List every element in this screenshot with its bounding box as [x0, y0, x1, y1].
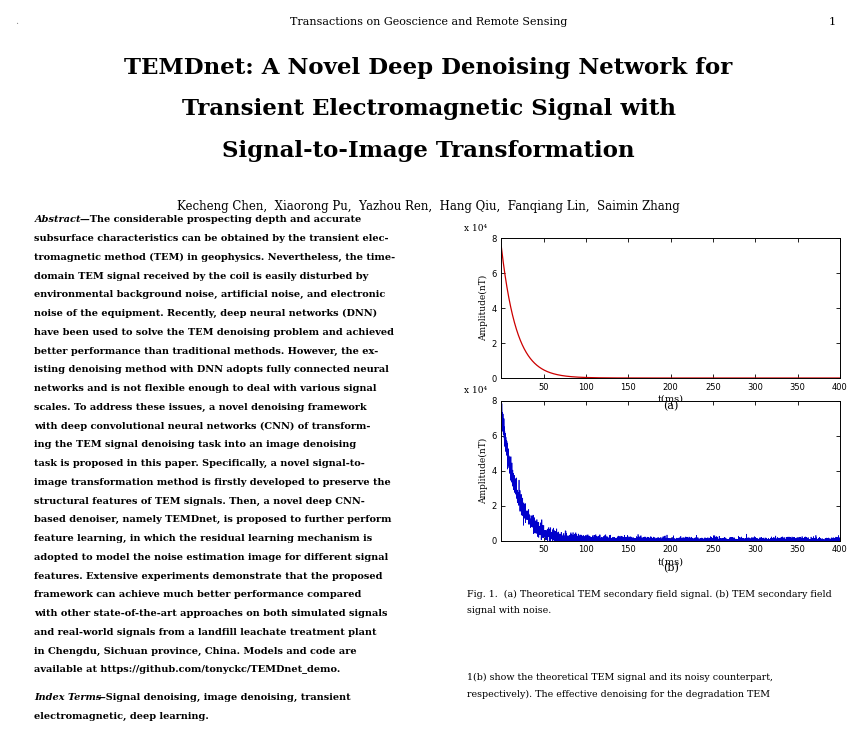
Text: —The considerable prospecting depth and accurate: —The considerable prospecting depth and … [80, 215, 361, 225]
Text: electromagnetic, deep learning.: electromagnetic, deep learning. [34, 712, 209, 721]
Text: x 10⁴: x 10⁴ [464, 386, 488, 395]
Text: feature learning, in which the residual learning mechanism is: feature learning, in which the residual … [34, 534, 373, 544]
Text: scales. To address these issues, a novel denoising framework: scales. To address these issues, a novel… [34, 403, 367, 412]
Text: 1: 1 [829, 17, 836, 27]
Text: networks and is not flexible enough to deal with various signal: networks and is not flexible enough to d… [34, 384, 377, 393]
Text: noise of the equipment. Recently, deep neural networks (DNN): noise of the equipment. Recently, deep n… [34, 309, 377, 318]
Text: Abstract: Abstract [34, 215, 81, 225]
Text: tromagnetic method (TEM) in geophysics. Nevertheless, the time-: tromagnetic method (TEM) in geophysics. … [34, 253, 395, 262]
Text: TEMDnet: A Novel Deep Denoising Network for: TEMDnet: A Novel Deep Denoising Network … [124, 57, 733, 79]
Text: respectively). The effective denoising for the degradation TEM: respectively). The effective denoising f… [467, 689, 770, 699]
Text: Kecheng Chen,  Xiaorong Pu,  Yazhou Ren,  Hang Qiu,  Fanqiang Lin,  Saimin Zhang: Kecheng Chen, Xiaorong Pu, Yazhou Ren, H… [177, 200, 680, 213]
Text: framework can achieve much better performance compared: framework can achieve much better perfor… [34, 590, 362, 600]
Text: Signal-to-Image Transformation: Signal-to-Image Transformation [222, 140, 635, 162]
Text: with other state-of-the-art approaches on both simulated signals: with other state-of-the-art approaches o… [34, 609, 387, 618]
Text: and real-world signals from a landfill leachate treatment plant: and real-world signals from a landfill l… [34, 628, 377, 637]
Text: .: . [15, 17, 19, 26]
Text: structural features of TEM signals. Then, a novel deep CNN-: structural features of TEM signals. Then… [34, 497, 365, 506]
Text: —Signal denoising, image denoising, transient: —Signal denoising, image denoising, tran… [96, 693, 351, 702]
Text: adopted to model the noise estimation image for different signal: adopted to model the noise estimation im… [34, 553, 388, 562]
Text: subsurface characteristics can be obtained by the transient elec-: subsurface characteristics can be obtain… [34, 234, 389, 243]
Text: image transformation method is firstly developed to preserve the: image transformation method is firstly d… [34, 478, 391, 487]
Text: isting denoising method with DNN adopts fully connected neural: isting denoising method with DNN adopts … [34, 365, 389, 374]
Text: 1(b) show the theoretical TEM signal and its noisy counterpart,: 1(b) show the theoretical TEM signal and… [467, 673, 773, 682]
Text: based denoiser, namely TEMDnet, is proposed to further perform: based denoiser, namely TEMDnet, is propo… [34, 516, 392, 525]
Text: domain TEM signal received by the coil is easily disturbed by: domain TEM signal received by the coil i… [34, 271, 369, 280]
Text: environmental background noise, artificial noise, and electronic: environmental background noise, artifici… [34, 290, 386, 299]
Text: ing the TEM signal denoising task into an image denoising: ing the TEM signal denoising task into a… [34, 441, 357, 450]
Text: Fig. 1.  (a) Theoretical TEM secondary field signal. (b) TEM secondary field: Fig. 1. (a) Theoretical TEM secondary fi… [467, 590, 832, 599]
Text: available at https://github.com/tonyckc/TEMDnet_demo.: available at https://github.com/tonyckc/… [34, 665, 340, 674]
Text: (a): (a) [663, 401, 678, 411]
Text: with deep convolutional neural networks (CNN) of transform-: with deep convolutional neural networks … [34, 422, 371, 431]
Text: (b): (b) [662, 563, 679, 574]
Text: better performance than traditional methods. However, the ex-: better performance than traditional meth… [34, 347, 379, 356]
Y-axis label: Amplitude(nT): Amplitude(nT) [479, 275, 488, 341]
Text: Transactions on Geoscience and Remote Sensing: Transactions on Geoscience and Remote Se… [290, 17, 567, 27]
Text: Index Terms: Index Terms [34, 693, 102, 702]
Text: x 10⁴: x 10⁴ [464, 224, 488, 233]
Y-axis label: Amplitude(nT): Amplitude(nT) [479, 438, 488, 503]
Text: in Chengdu, Sichuan province, China. Models and code are: in Chengdu, Sichuan province, China. Mod… [34, 646, 357, 655]
Text: task is proposed in this paper. Specifically, a novel signal-to-: task is proposed in this paper. Specific… [34, 459, 365, 468]
Text: signal with noise.: signal with noise. [467, 606, 551, 615]
Text: have been used to solve the TEM denoising problem and achieved: have been used to solve the TEM denoisin… [34, 328, 394, 337]
Text: Transient Electromagnetic Signal with: Transient Electromagnetic Signal with [182, 98, 675, 120]
X-axis label: t(ms): t(ms) [657, 395, 684, 404]
Text: features. Extensive experiments demonstrate that the proposed: features. Extensive experiments demonstr… [34, 572, 383, 581]
X-axis label: t(ms): t(ms) [657, 557, 684, 566]
